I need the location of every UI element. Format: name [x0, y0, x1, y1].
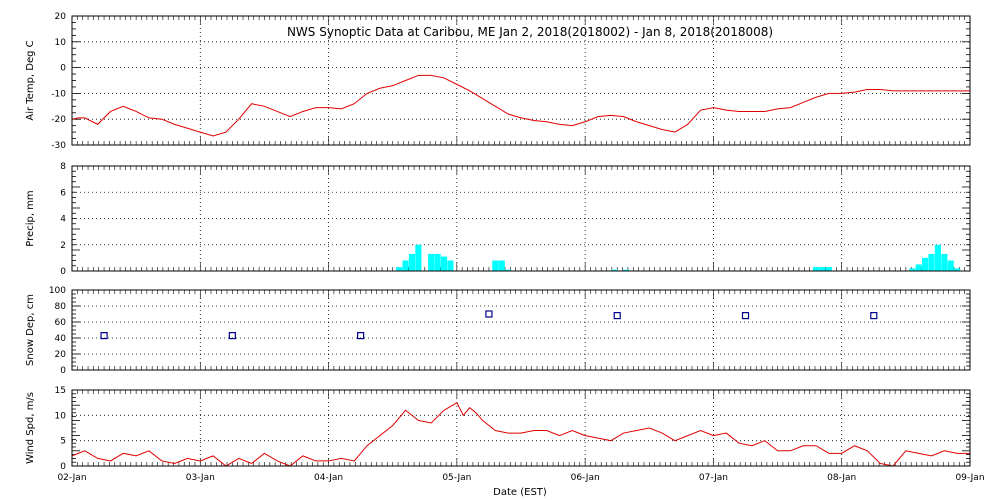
panel-frame: [71, 289, 971, 371]
panel-frame: [71, 389, 971, 467]
wind-speed-ylabel: Wind Spd, m/s: [25, 392, 36, 464]
x-tick-label: 02-Jan: [57, 473, 86, 483]
precip-bar: [434, 253, 441, 271]
y-tick-label: 2: [60, 241, 66, 251]
chart-title: NWS Synoptic Data at Caribou, ME Jan 2, …: [287, 25, 773, 39]
precip-bar: [498, 260, 505, 271]
precip-bar: [928, 253, 935, 271]
y-tick-label: 10: [55, 38, 67, 48]
y-tick-label: 0: [60, 366, 66, 376]
x-tick-label: 08-Jan: [827, 473, 856, 483]
precip-bar: [623, 269, 630, 271]
precip-bar: [440, 256, 448, 271]
x-axis-label: Date (EST): [493, 487, 547, 498]
precip-bar: [954, 268, 961, 271]
y-tick-label: 20: [55, 12, 67, 22]
y-tick-label: 100: [49, 286, 66, 296]
precip-bar: [447, 260, 454, 271]
precip-bar: [611, 269, 618, 271]
snow-depth-point: [228, 332, 236, 340]
precip-bar: [396, 267, 403, 271]
precip-bar: [825, 267, 832, 271]
y-tick-label: 4: [60, 215, 66, 225]
precip-ylabel: Precip, mm: [25, 190, 36, 246]
precip-panel: 8 6 4 2 0 Precip, mm: [25, 162, 971, 277]
precip-bar: [922, 257, 929, 271]
precip-bar: [934, 244, 942, 271]
precip-bar: [819, 267, 826, 271]
wind-speed-panel: 15 10 5 0 Wind Spd, m/s: [25, 386, 971, 472]
y-tick-label: 15: [55, 386, 66, 396]
precip-bar: [909, 268, 916, 271]
snow-depth-panel: 100 80 60 40 20 0 Snow Dep, cm: [25, 286, 971, 376]
precip-bar: [492, 260, 499, 271]
y-tick-label: 0: [60, 267, 66, 277]
precip-bar: [941, 253, 948, 271]
wind-speed-line: [71, 401, 970, 467]
x-tick-label: 07-Jan: [699, 473, 728, 483]
precip-bar: [402, 260, 409, 271]
x-tick-label: 09-Jan: [955, 473, 984, 483]
y-tick-label: 60: [55, 318, 67, 328]
y-tick-label: 0: [60, 462, 66, 472]
precip-bar: [408, 253, 416, 271]
air-temp-ylabel: Air Temp, Deg C: [25, 40, 36, 120]
x-tick-label: 06-Jan: [571, 473, 600, 483]
y-tick-label: 0: [60, 64, 66, 74]
x-tick-label: 05-Jan: [442, 473, 471, 483]
snow-depth-point: [485, 310, 493, 318]
x-tick-label: 04-Jan: [314, 473, 343, 483]
y-tick-label: 5: [60, 437, 66, 447]
precip-bar: [428, 253, 435, 271]
panel-frame: [71, 15, 971, 146]
y-tick-label: -30: [51, 141, 66, 151]
precip-bar: [812, 267, 820, 271]
air-temp-line: [71, 74, 970, 137]
precip-bar: [915, 264, 922, 271]
precip-bar: [505, 269, 512, 271]
y-tick-label: 40: [55, 334, 67, 344]
snow-depth-point: [100, 332, 108, 340]
air-temp-panel: 20 10 0 -10 -20 -30 Air Temp, Deg C: [25, 12, 971, 151]
y-tick-label: -20: [51, 115, 66, 125]
y-tick-label: 6: [60, 188, 66, 198]
snow-depth-ylabel: Snow Dep, cm: [25, 294, 36, 366]
y-tick-label: -10: [51, 89, 66, 99]
precip-bar: [415, 244, 422, 271]
x-tick-label: 03-Jan: [186, 473, 215, 483]
panel-frame: [71, 165, 971, 272]
y-tick-label: 10: [55, 411, 67, 421]
snow-depth-point: [357, 332, 365, 340]
snow-depth-point: [741, 312, 750, 320]
y-tick-label: 8: [60, 162, 66, 172]
precip-bar: [947, 260, 954, 271]
snow-depth-point: [870, 312, 878, 320]
y-tick-label: 20: [55, 350, 67, 360]
snow-depth-point: [613, 312, 621, 320]
y-tick-label: 80: [55, 302, 67, 312]
